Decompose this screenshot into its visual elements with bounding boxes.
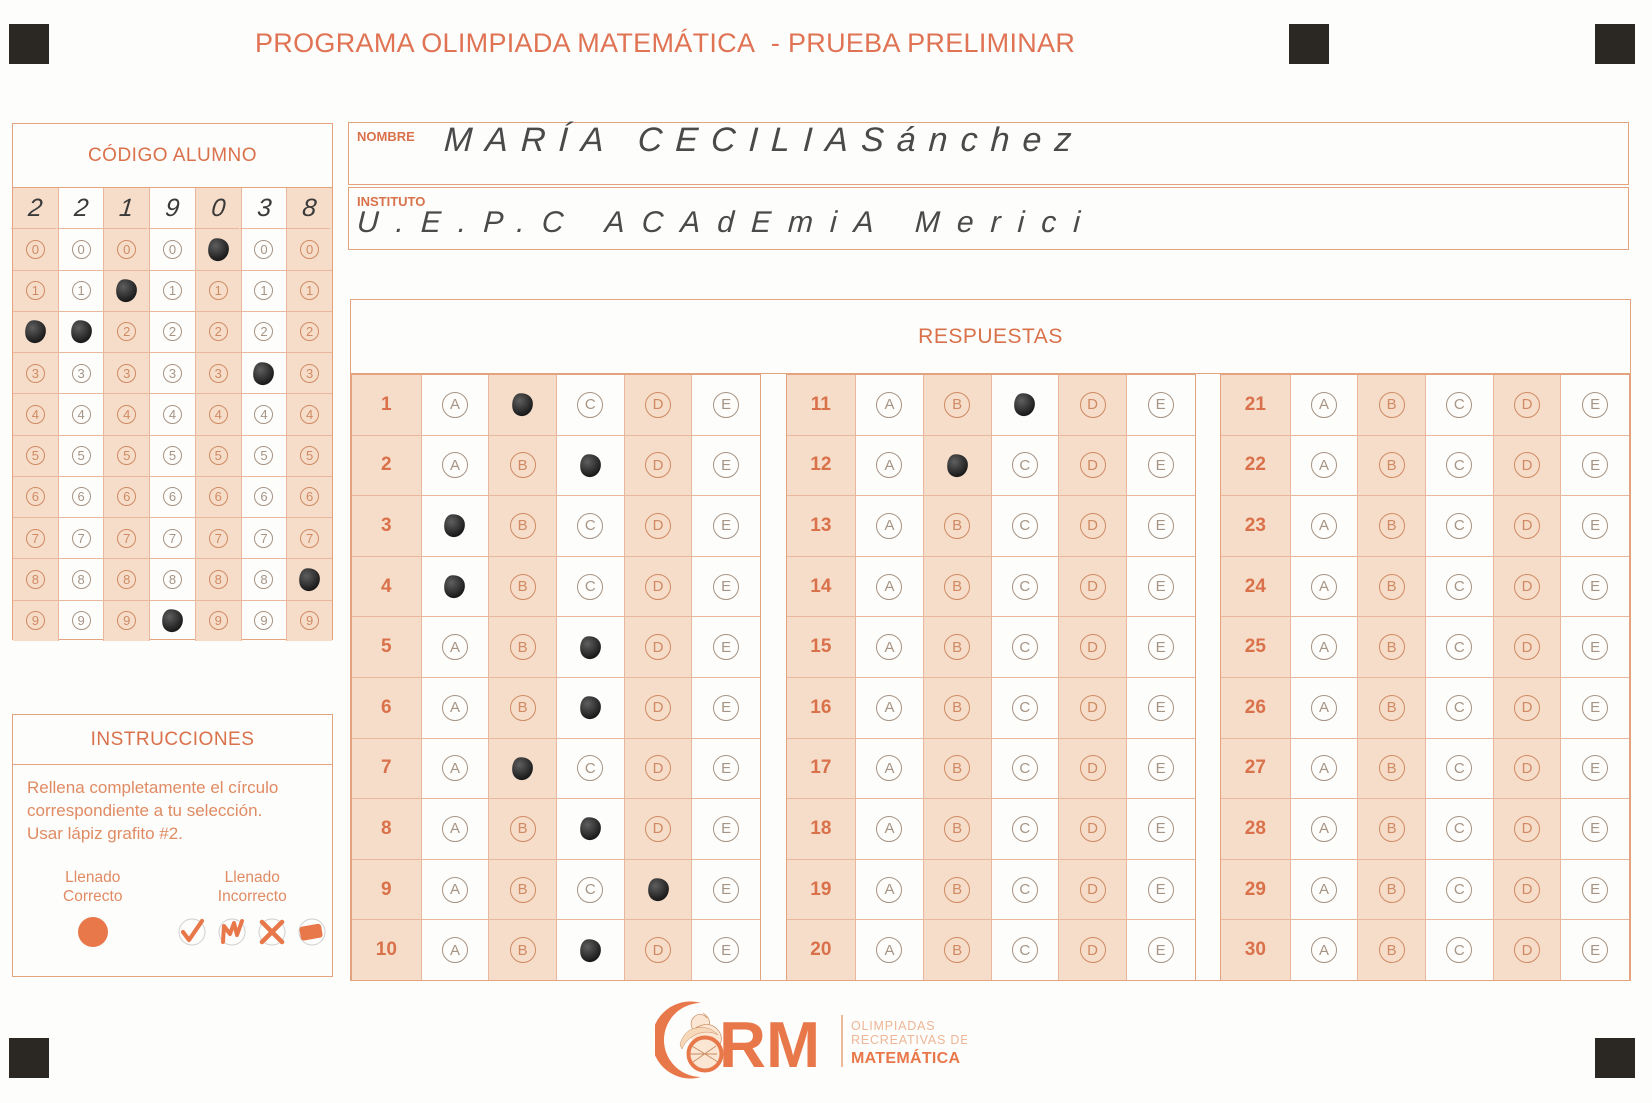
svg-text:OLIMPIADAS: OLIMPIADAS: [851, 1019, 935, 1033]
svg-text:MATEMÁTICA: MATEMÁTICA: [851, 1048, 960, 1067]
svg-text:RM: RM: [719, 1008, 820, 1081]
svg-text:RECREATIVAS DE: RECREATIVAS DE: [851, 1033, 967, 1047]
